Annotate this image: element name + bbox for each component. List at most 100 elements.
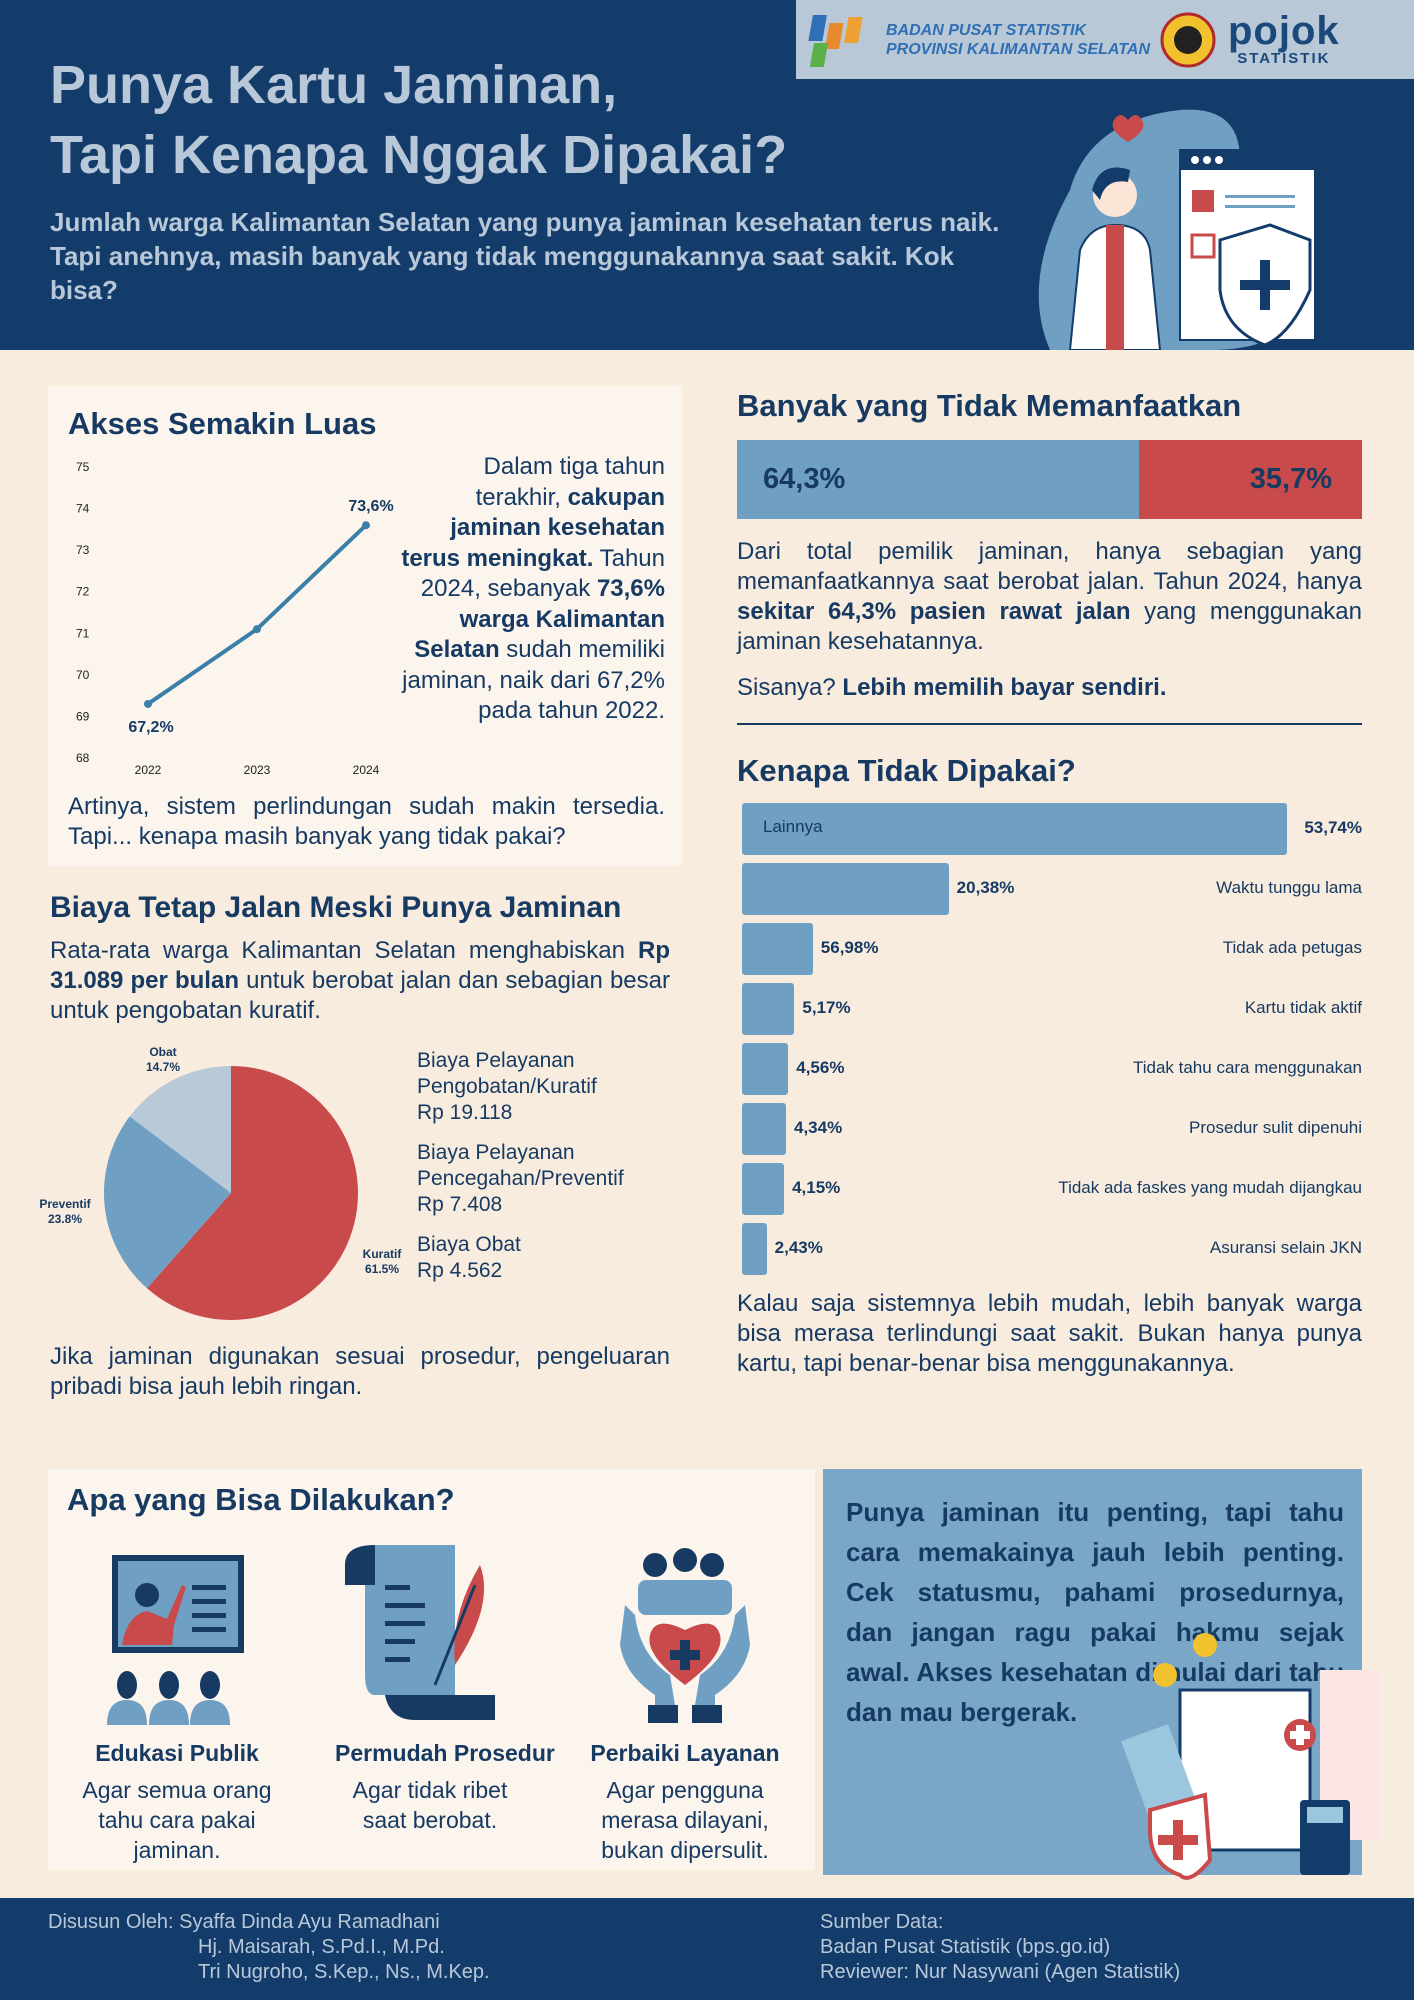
pie-legend: Biaya Pelayanan Pengobatan/Kuratif Rp 19.1… — [405, 1036, 670, 1298]
data-source: Sumber Data: Badan Pusat Statistik (bps.… — [820, 1911, 1181, 1983]
legend-text: Biaya Obat — [417, 1233, 521, 1256]
action-edukasi-publik: Edukasi Publik Agar semua orang tahu car… — [82, 1545, 272, 1865]
data-point — [253, 625, 261, 634]
reason-bar — [742, 1103, 786, 1155]
document-quill-icon — [345, 1545, 495, 1720]
reason-bar — [742, 863, 949, 915]
data-label: 73,6% — [348, 498, 393, 515]
reason-bar — [742, 983, 795, 1035]
logo-bar: BADAN PUSAT STATISTIK PROVINSI KALIMANTA… — [796, 0, 1414, 79]
action-perbaiki-layanan: Perbaiki Layanan Agar pengguna merasa di… — [590, 1545, 780, 1865]
legend-text: Biaya Pelayanan — [417, 1141, 575, 1164]
akses-card: Akses Semakin Luas 68 69 70 71 72 73 74 75 2022 2… — [48, 386, 682, 866]
manfaat-paragraph: Dari total pemilik jaminan, hanya sebagi… — [737, 538, 1363, 655]
legend-text: Biaya Pelayanan — [417, 1049, 575, 1072]
reason-category-label: Asuransi selain JKN — [1209, 1238, 1362, 1257]
cost-pie-chart: Kuratif 61.5% Preventif 23.8% Obat 14.7% — [20, 1036, 405, 1336]
used-segment: 64,3% — [737, 440, 1139, 519]
unused-segment: 35,7% — [1138, 440, 1362, 519]
x-tick-label: 2023 — [244, 763, 271, 777]
line-chart-svg: 68 69 70 71 72 73 74 75 2022 2023 2024 67,2% 73,6% — [76, 460, 394, 777]
university-seal-icon — [1160, 12, 1216, 67]
legend-text: Rp 19.118 — [417, 1101, 513, 1124]
reason-value-label: 5,17% — [802, 998, 851, 1017]
bps-org-name: BADAN PUSAT STATISTIK PROVINSI KALIMANTA… — [886, 21, 1150, 58]
x-tick-label: 2024 — [353, 763, 380, 777]
pie-slice-obat — [129, 1066, 231, 1193]
kenapa-conclusion: Kalau saja sistemnya lebih mudah, lebih … — [737, 1290, 1362, 1377]
slice-value-label: 23.8% — [48, 1212, 82, 1226]
slice-value-label: 61.5% — [365, 1262, 399, 1276]
manfaat-remainder: Sisanya? Lebih memilih bayar sendiri. — [737, 674, 1167, 701]
y-tick-label: 73 — [76, 543, 90, 557]
pie-slice-kuratif — [147, 1066, 358, 1320]
divider — [737, 723, 1362, 725]
biaya-chart-row: Kuratif 61.5% Preventif 23.8% Obat 14.7% Biay… — [39, 1036, 670, 1336]
y-tick-label: 71 — [76, 626, 90, 640]
slice-name-label: Preventif — [39, 1197, 91, 1211]
slice-value-label: 14.7% — [146, 1060, 180, 1074]
authors: Disusun Oleh: Syaffa Dinda Ayu Ramadhani… — [48, 1911, 490, 1983]
reason-value-label: 4,56% — [796, 1058, 845, 1077]
biaya-conclusion: Jika jaminan digunakan sesuai prosedur, … — [50, 1343, 670, 1400]
reason-bar — [742, 803, 1287, 855]
data-point — [144, 699, 152, 708]
page-title: Punya Kartu Jaminan, Tapi Kenapa Nggak D… — [50, 55, 788, 185]
reason-value-label: 56,98% — [820, 938, 879, 957]
y-tick-label: 69 — [76, 709, 90, 723]
akses-body: 68 69 70 71 72 73 74 75 2022 2023 2024 67,2% 73,6% D… — [68, 452, 665, 782]
bps-logo-icon — [808, 14, 863, 67]
left-column: Akses Semakin Luas 68 69 70 71 72 73 74 75 2022 2… — [39, 386, 682, 1402]
legend-item: Biaya Pelayanan Pencegahan/Preventif Rp 7.… — [417, 1140, 670, 1218]
slice-name-label: Kuratif — [363, 1247, 403, 1261]
pojok-statistik-logo: pojok STATISTIK — [1228, 9, 1340, 67]
biaya-title: Biaya Tetap Jalan Meski Punya Jaminan — [50, 891, 622, 924]
y-tick-label: 75 — [76, 460, 90, 474]
data-point — [362, 521, 370, 530]
coverage-line-chart: 68 69 70 71 72 73 74 75 2022 2023 2024 67,2% 73,6% — [60, 452, 400, 782]
action-permudah-prosedur: Permudah Prosedur Agar tidak ribet saat … — [335, 1545, 555, 1835]
reason-value-label: 53,74% — [1304, 818, 1362, 837]
y-tick-label: 72 — [76, 585, 90, 599]
y-tick-label: 74 — [76, 502, 90, 516]
kenapa-title: Kenapa Tidak Dipakai? — [737, 753, 1076, 788]
coverage-line — [146, 523, 368, 706]
akses-paragraph: Dalam tiga tahun terakhir, cakupan jamin… — [401, 453, 665, 724]
usage-split-bar: 64,3% 35,7% — [737, 440, 1362, 519]
biaya-section: Biaya Tetap Jalan Meski Punya Jaminan Ra… — [39, 866, 682, 1402]
x-tick-label: 2022 — [135, 763, 162, 777]
footer: Disusun Oleh: Syaffa Dinda Ayu Ramadhani… — [0, 1898, 1414, 2000]
legend-text: Pengobatan/Kuratif — [417, 1075, 597, 1098]
akses-title: Akses Semakin Luas — [68, 406, 377, 441]
doctor-illustration-icon — [1038, 109, 1316, 350]
legend-text: Rp 4.562 — [417, 1259, 503, 1282]
legend-text: Pencegahan/Preventif — [417, 1167, 624, 1190]
insurance-documents-illustration-icon — [1121, 1633, 1380, 1880]
reason-category-label: Kartu tidak aktif — [1244, 998, 1362, 1017]
reasons-bar-chart: 53,74% Lainnya 20,38% Waktu tunggu lama 56,9… — [737, 803, 1362, 1275]
akses-conclusion: Artinya, sistem perlindungan sudah makin… — [68, 793, 665, 850]
biaya-paragraph: Rata-rata warga Kalimantan Selatan mengh… — [50, 937, 670, 1024]
reason-category-label: Tidak ada faskes yang mudah dijangkau — [1058, 1178, 1362, 1197]
page-subtitle: Jumlah warga Kalimantan Selatan yang pun… — [50, 207, 1000, 305]
reason-value-label: 20,38% — [956, 878, 1015, 897]
reason-category-label: Tidak tahu cara menggunakan — [1132, 1058, 1362, 1077]
hands-heart-icon — [620, 1548, 750, 1723]
reason-value-label: 2,43% — [774, 1238, 823, 1257]
y-tick-label: 70 — [76, 668, 90, 682]
reason-category-label: Waktu tunggu lama — [1216, 878, 1362, 897]
presentation-icon — [107, 1555, 244, 1725]
reason-bar — [742, 1043, 789, 1095]
reason-bar — [742, 1223, 767, 1275]
pie-slice-preventif — [104, 1116, 231, 1289]
reason-bar — [742, 1163, 785, 1215]
manfaat-title: Banyak yang Tidak Memanfaatkan — [737, 388, 1242, 423]
data-label: 67,2% — [128, 719, 173, 736]
slice-name-label: Obat — [149, 1045, 176, 1059]
reason-value-label: 4,15% — [792, 1178, 841, 1197]
reason-category-label: Lainnya — [763, 817, 823, 836]
closing-text: Punya jaminan itu penting, tapi tahu car… — [846, 1497, 1344, 1727]
legend-item: Biaya Pelayanan Pengobatan/Kuratif Rp 19.1… — [417, 1048, 670, 1126]
right-column: Banyak yang Tidak Memanfaatkan 64,3% 35,… — [737, 386, 1362, 1379]
